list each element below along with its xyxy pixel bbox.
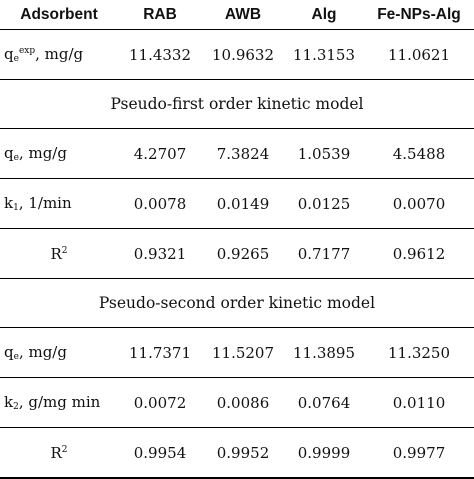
first-order-qe-rab: 4.2707: [118, 128, 202, 179]
header-row: Adsorbent RAB AWB Alg Fe-NPs-Alg: [0, 0, 474, 30]
second-order-title: Pseudo-second order kinetic model: [0, 278, 474, 328]
header-adsorbent: Adsorbent: [0, 0, 118, 30]
second-order-k2-awb: 0.0086: [202, 377, 284, 428]
first-order-r2-awb: 0.9265: [202, 228, 284, 279]
qe-exp-alg: 11.3153: [284, 29, 364, 80]
first-order-qe-alg: 1.0539: [284, 128, 364, 179]
header-awb: AWB: [202, 0, 284, 30]
second-order-qe-label: qe, mg/g: [0, 327, 118, 378]
first-order-r2-alg: 0.7177: [284, 228, 364, 279]
second-order-r2-awb: 0.9952: [202, 427, 284, 479]
qe-exp-rab: 11.4332: [118, 29, 202, 80]
second-order-k2-rab: 0.0072: [118, 377, 202, 428]
second-order-r2-rab: 0.9954: [118, 427, 202, 479]
qe-exp-fe-nps-alg: 11.0621: [364, 29, 474, 80]
first-order-r2-label: R2: [0, 228, 118, 279]
first-order-qe-label: qe, mg/g: [0, 128, 118, 179]
second-order-r2-label: R2: [0, 427, 118, 479]
first-order-k1-row: k1, 1/min 0.0078 0.0149 0.0125 0.0070: [0, 178, 474, 229]
first-order-r2-rab: 0.9321: [118, 228, 202, 279]
second-order-r2-fe-nps-alg: 0.9977: [364, 427, 474, 479]
first-order-k1-rab: 0.0078: [118, 178, 202, 229]
second-order-qe-awb: 11.5207: [202, 327, 284, 378]
first-order-qe-awb: 7.3824: [202, 128, 284, 179]
second-order-r2-row: R2 0.9954 0.9952 0.9999 0.9977: [0, 427, 474, 479]
first-order-k1-alg: 0.0125: [284, 178, 364, 229]
second-order-qe-fe-nps-alg: 11.3250: [364, 327, 474, 378]
second-order-qe-row: qe, mg/g 11.7371 11.5207 11.3895 11.3250: [0, 327, 474, 378]
qe-exp-row: qeexp, mg/g 11.4332 10.9632 11.3153 11.0…: [0, 29, 474, 80]
qe-exp-awb: 10.9632: [202, 29, 284, 80]
first-order-qe-row: qe, mg/g 4.2707 7.3824 1.0539 4.5488: [0, 128, 474, 179]
second-order-k2-alg: 0.0764: [284, 377, 364, 428]
second-order-section-row: Pseudo-second order kinetic model: [0, 278, 474, 328]
second-order-k2-fe-nps-alg: 0.0110: [364, 377, 474, 428]
header-fe-nps-alg: Fe-NPs-Alg: [364, 0, 474, 30]
first-order-k1-fe-nps-alg: 0.0070: [364, 178, 474, 229]
header-rab: RAB: [118, 0, 202, 30]
second-order-k2-label: k2, g/mg min: [0, 377, 118, 428]
second-order-qe-alg: 11.3895: [284, 327, 364, 378]
first-order-r2-fe-nps-alg: 0.9612: [364, 228, 474, 279]
qe-exp-label: qeexp, mg/g: [0, 29, 118, 80]
header-alg: Alg: [284, 0, 364, 30]
second-order-qe-rab: 11.7371: [118, 327, 202, 378]
first-order-k1-awb: 0.0149: [202, 178, 284, 229]
first-order-r2-row: R2 0.9321 0.9265 0.7177 0.9612: [0, 228, 474, 279]
second-order-k2-row: k2, g/mg min 0.0072 0.0086 0.0764 0.0110: [0, 377, 474, 428]
first-order-qe-fe-nps-alg: 4.5488: [364, 128, 474, 179]
first-order-title: Pseudo-first order kinetic model: [0, 79, 474, 129]
second-order-r2-alg: 0.9999: [284, 427, 364, 479]
first-order-k1-label: k1, 1/min: [0, 178, 118, 229]
first-order-section-row: Pseudo-first order kinetic model: [0, 79, 474, 129]
